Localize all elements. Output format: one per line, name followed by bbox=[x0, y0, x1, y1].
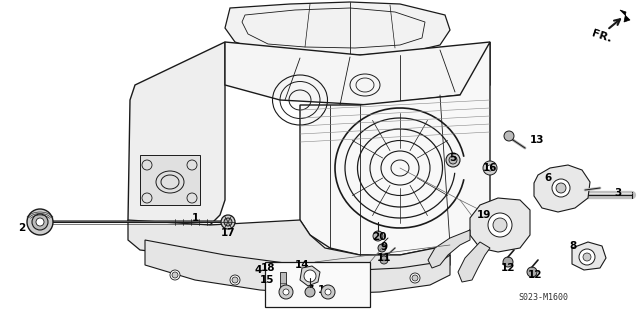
Circle shape bbox=[527, 267, 537, 277]
Text: 1: 1 bbox=[191, 213, 198, 223]
Circle shape bbox=[488, 213, 512, 237]
Circle shape bbox=[36, 218, 44, 226]
Bar bbox=[265, 262, 370, 307]
Polygon shape bbox=[534, 165, 590, 212]
Circle shape bbox=[142, 193, 152, 203]
Text: 13: 13 bbox=[530, 135, 544, 145]
Circle shape bbox=[378, 244, 386, 252]
Circle shape bbox=[503, 257, 513, 267]
Circle shape bbox=[504, 131, 514, 141]
Text: 10: 10 bbox=[317, 285, 332, 295]
Circle shape bbox=[380, 256, 388, 264]
Circle shape bbox=[556, 183, 566, 193]
Circle shape bbox=[355, 278, 365, 288]
Circle shape bbox=[357, 280, 363, 286]
Polygon shape bbox=[458, 242, 490, 282]
Polygon shape bbox=[225, 42, 490, 105]
Text: FR.: FR. bbox=[590, 28, 612, 44]
Text: 20: 20 bbox=[372, 232, 387, 242]
Circle shape bbox=[142, 160, 152, 170]
Circle shape bbox=[410, 273, 420, 283]
Polygon shape bbox=[145, 240, 450, 294]
Text: 12: 12 bbox=[528, 270, 542, 280]
Text: 4: 4 bbox=[254, 265, 262, 275]
Text: 7: 7 bbox=[307, 285, 314, 295]
Circle shape bbox=[187, 160, 197, 170]
Circle shape bbox=[487, 165, 493, 171]
Circle shape bbox=[221, 215, 235, 229]
Text: 2: 2 bbox=[19, 223, 26, 233]
Polygon shape bbox=[572, 242, 606, 270]
Circle shape bbox=[446, 153, 460, 167]
Circle shape bbox=[32, 214, 48, 230]
Circle shape bbox=[583, 253, 591, 261]
Text: S023-M1600: S023-M1600 bbox=[518, 293, 568, 302]
Circle shape bbox=[449, 156, 457, 164]
Text: 11: 11 bbox=[377, 253, 391, 263]
Text: 19: 19 bbox=[477, 210, 491, 220]
Circle shape bbox=[27, 209, 53, 235]
Polygon shape bbox=[128, 42, 225, 235]
Circle shape bbox=[305, 287, 315, 297]
Polygon shape bbox=[300, 266, 320, 286]
Text: 12: 12 bbox=[500, 263, 515, 273]
Bar bbox=[140, 155, 200, 205]
Text: 9: 9 bbox=[380, 242, 388, 252]
Circle shape bbox=[321, 285, 335, 299]
Polygon shape bbox=[225, 2, 450, 55]
Circle shape bbox=[325, 289, 331, 295]
Circle shape bbox=[295, 278, 305, 288]
Circle shape bbox=[283, 289, 289, 295]
Circle shape bbox=[170, 270, 180, 280]
Circle shape bbox=[230, 275, 240, 285]
Circle shape bbox=[552, 179, 570, 197]
Circle shape bbox=[483, 161, 497, 175]
Polygon shape bbox=[620, 10, 630, 22]
Circle shape bbox=[232, 277, 238, 283]
Text: 18: 18 bbox=[260, 263, 275, 273]
Polygon shape bbox=[128, 220, 450, 278]
Text: 8: 8 bbox=[570, 241, 577, 251]
Text: 6: 6 bbox=[545, 173, 552, 183]
Text: 5: 5 bbox=[449, 153, 456, 163]
Circle shape bbox=[373, 231, 383, 241]
Polygon shape bbox=[300, 42, 490, 255]
Text: 16: 16 bbox=[483, 163, 497, 173]
Bar bbox=[280, 272, 286, 294]
Circle shape bbox=[224, 218, 232, 226]
Circle shape bbox=[493, 218, 507, 232]
Circle shape bbox=[172, 272, 178, 278]
Text: 3: 3 bbox=[614, 188, 621, 198]
Text: 17: 17 bbox=[221, 228, 236, 238]
Circle shape bbox=[412, 275, 418, 281]
Circle shape bbox=[579, 249, 595, 265]
Text: 15: 15 bbox=[260, 275, 275, 285]
Circle shape bbox=[279, 285, 293, 299]
Circle shape bbox=[187, 193, 197, 203]
Polygon shape bbox=[470, 198, 530, 252]
Circle shape bbox=[304, 270, 316, 282]
Circle shape bbox=[297, 280, 303, 286]
Text: 14: 14 bbox=[294, 260, 309, 270]
Polygon shape bbox=[428, 230, 470, 268]
